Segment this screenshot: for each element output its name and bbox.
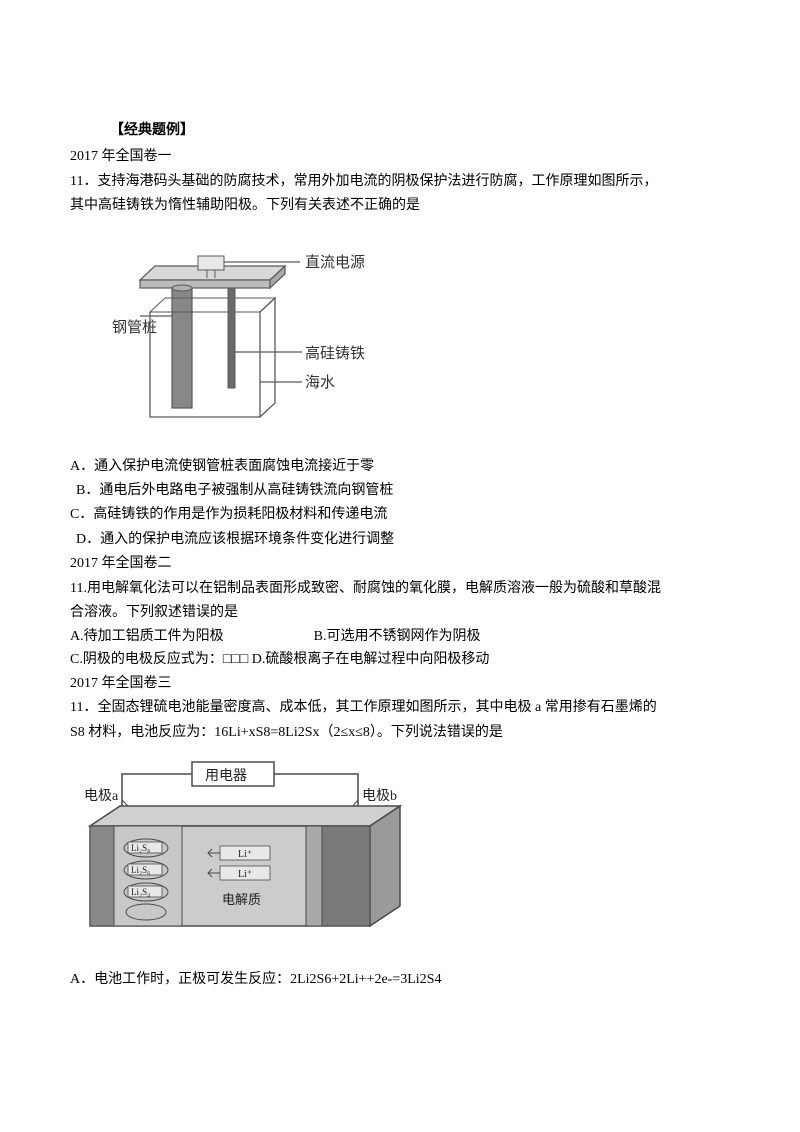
- label-li-2: Li⁺: [238, 869, 252, 880]
- label-device: 用电器: [205, 768, 247, 784]
- label-power: 直流电源: [305, 254, 365, 271]
- tank-top: [150, 298, 275, 312]
- label-li2s8: Li₂S₈: [131, 843, 150, 853]
- figure-2-container: 用电器 电极a 电极b Li₂S₈ Li₂S₆ Li₂S₄ Li⁺ Li⁺: [70, 756, 730, 950]
- q3-option-a: A．电池工作时，正极可发生反应：2Li2S6+2Li++2e-=3Li2S4: [70, 969, 730, 991]
- q3-line2: S8 材料，电池反应为：16Li+xS8=8Li2Sx（2≤x≤8）。下列说法错…: [70, 722, 730, 744]
- q1-text-l1: 支持海港码头基础的防腐技术，常用外加电流的阴极保护法进行防腐，工作原理如图所示，: [97, 174, 657, 189]
- q1-option-c: C．高硅铸铁的作用是作为损耗阳极材料和传递电流: [70, 504, 730, 526]
- electrode-a-body: [114, 826, 182, 926]
- q1-number: 11．: [70, 174, 97, 189]
- label-electrolyte: 电解质: [222, 892, 261, 907]
- electrode-b-body: [322, 826, 370, 926]
- pile-top: [172, 285, 192, 291]
- q3-line1: 11．全固态锂硫电池能量密度高、成本低，其工作原理如图所示，其中电极 a 常用掺…: [70, 697, 730, 719]
- label-electrode-b: 电极b: [362, 788, 397, 804]
- section-title: 【经典题例】: [110, 120, 730, 142]
- electrode-a-edge: [90, 826, 114, 926]
- label-electrode-a: 电极a: [84, 788, 119, 804]
- label-iron: 高硅铸铁: [305, 345, 365, 362]
- q1-line1: 11．支持海港码头基础的防腐技术，常用外加电流的阴极保护法进行防腐，工作原理如图…: [70, 171, 730, 193]
- label-li2s4: Li₂S₄: [131, 887, 150, 897]
- block-top: [90, 806, 400, 826]
- exam2-header: 2017 年全国卷二: [70, 553, 730, 575]
- figure-2-svg: 用电器 电极a 电极b Li₂S₈ Li₂S₆ Li₂S₄ Li⁺ Li⁺: [70, 756, 410, 942]
- q2-option-a: A.待加工铝质工件为阳极: [70, 626, 224, 648]
- power-box: [198, 256, 224, 270]
- steel-pile: [172, 288, 192, 408]
- exam1-header: 2017 年全国卷一: [70, 146, 730, 168]
- exam3-header: 2017 年全国卷三: [70, 673, 730, 695]
- label-li2s6: Li₂S₆: [131, 865, 150, 875]
- q2-options-row2: C.阴极的电极反应式为：□□□ D.硫酸根离子在电解过程中向阳极移动: [70, 649, 730, 671]
- figure-1-container: 直流电源 钢管桩 高硅铸铁 海水: [110, 232, 730, 442]
- q2-line2: 合溶液。下列叙述错误的是: [70, 602, 730, 624]
- label-sea: 海水: [305, 374, 335, 391]
- q1-option-d: D．通入的保护电流应该根据环境条件变化进行调整: [76, 529, 730, 551]
- wire-left: [122, 774, 192, 810]
- label-li-1: Li⁺: [238, 849, 252, 860]
- iron-rod: [228, 288, 235, 388]
- q2-options-row1: A.待加工铝质工件为阳极 B.可选用不锈钢网作为阴极: [70, 626, 730, 648]
- platform-edge: [140, 280, 270, 288]
- q2-line1: 11.用电解氧化法可以在铝制品表面形成致密、耐腐蚀的氧化膜，电解质溶液一般为硫酸…: [70, 578, 730, 600]
- block-side: [370, 806, 400, 926]
- q1-option-a: A．通入保护电流使钢管桩表面腐蚀电流接近于零: [70, 456, 730, 478]
- q1-option-b: B．通电后外电路电子被强制从高硅铸铁流向钢管桩: [76, 480, 730, 502]
- electrode-b-edge: [306, 826, 322, 926]
- wire-right: [274, 774, 358, 810]
- q1-line2: 其中高硅铸铁为惰性辅助阳极。下列有关表述不正确的是: [70, 195, 730, 217]
- figure-1-svg: 直流电源 钢管桩 高硅铸铁 海水: [110, 232, 420, 442]
- q2-option-b: B.可选用不锈钢网作为阴极: [314, 626, 481, 648]
